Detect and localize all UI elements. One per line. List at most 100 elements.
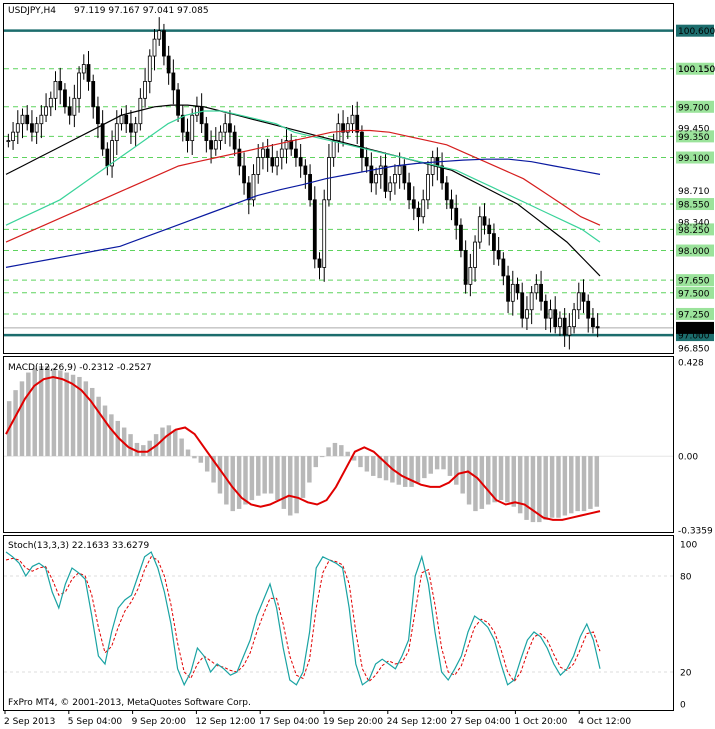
level-label: 99.350 <box>678 133 710 143</box>
macd-bar <box>339 445 344 457</box>
macd-bar <box>204 456 210 472</box>
macd-bar <box>332 442 338 457</box>
macd-bar <box>492 456 497 503</box>
level-label: 97.650 <box>678 277 710 287</box>
candle-body <box>15 123 20 133</box>
candle-body <box>539 283 543 302</box>
candle-body <box>232 131 237 150</box>
current-price-label: 97.085 <box>678 324 710 334</box>
macd-bar <box>460 456 465 494</box>
macd-bar <box>64 372 69 457</box>
level-label-bg <box>676 100 714 113</box>
level-label: 98.250 <box>678 226 710 236</box>
candle-body <box>581 292 586 302</box>
macd-bar <box>511 456 517 507</box>
macd-bar <box>77 376 82 457</box>
macd-bar <box>147 440 152 457</box>
macd-bar <box>256 456 261 496</box>
candle-body <box>11 131 15 142</box>
macd-bar <box>588 456 593 509</box>
macd-bar <box>109 414 114 457</box>
x-axis-label: 27 Sep 04:00 <box>451 717 511 727</box>
candle-body <box>39 114 44 125</box>
macd-bar <box>543 456 548 520</box>
candle-body <box>529 292 534 311</box>
candle-body <box>20 114 25 125</box>
candle-body <box>261 148 265 158</box>
candle-body <box>303 165 308 175</box>
macd-bar <box>313 456 319 468</box>
candle-body <box>487 224 492 235</box>
candle-body <box>284 140 289 150</box>
candle-body <box>397 165 402 175</box>
candle-body <box>81 64 86 74</box>
candle-body <box>129 123 133 133</box>
macd-bar <box>358 456 363 468</box>
candle-body <box>331 140 336 158</box>
candle-body <box>393 174 397 184</box>
candle-body <box>308 174 312 201</box>
macd-bar <box>89 387 95 457</box>
candle-body <box>190 114 195 142</box>
macd-bar <box>185 449 191 457</box>
candle-body <box>96 106 100 125</box>
candle-body <box>572 309 576 328</box>
candle-body <box>374 174 378 184</box>
candle-body <box>562 317 567 336</box>
candle-body <box>416 207 421 218</box>
candle-body <box>543 300 548 319</box>
macd-bar <box>556 456 561 518</box>
macd-bar <box>26 372 31 457</box>
stoch-title: Stoch(13,3,3) 22.1633 33.6279 <box>8 541 149 551</box>
ma-red-line <box>5 129 601 243</box>
candle-body <box>218 131 223 142</box>
price-scale-label: 99.450 <box>678 124 710 134</box>
macd-bar <box>13 390 18 457</box>
macd-bar <box>549 456 555 518</box>
macd-bar <box>192 456 197 459</box>
macd-bar <box>409 456 414 487</box>
candle-body <box>91 81 96 108</box>
level-label-bg <box>676 62 714 75</box>
candle-body <box>595 326 600 329</box>
macd-bar <box>134 442 140 457</box>
candle-body <box>558 317 562 328</box>
macd-bar <box>224 456 229 505</box>
macd-bar <box>562 456 568 516</box>
macd-bar <box>351 456 357 461</box>
candle-body <box>213 140 218 150</box>
candle-body <box>322 199 327 268</box>
candle-body <box>317 258 322 268</box>
macd-bar <box>505 456 510 503</box>
level-label-bg <box>676 130 714 143</box>
level-label: 98.550 <box>678 201 710 211</box>
candle-body <box>25 114 30 125</box>
macd-bar <box>268 456 274 494</box>
candle-body <box>223 123 228 133</box>
macd-bar <box>83 381 89 457</box>
candle-body <box>294 148 298 158</box>
macd-bar <box>70 374 76 457</box>
ohlc-values: 97.119 97.167 97.041 97.085 <box>74 6 209 16</box>
x-axis-label: 2 Sep 2013 <box>4 717 55 727</box>
level-label: 100.600 <box>678 27 715 37</box>
candle-body <box>275 157 279 167</box>
candle-body <box>360 131 364 158</box>
ma-black-line <box>5 104 601 277</box>
candle-body <box>421 199 426 218</box>
candle-body <box>520 292 525 319</box>
candle-body <box>114 123 119 142</box>
level-label-bg <box>676 151 714 164</box>
x-axis-label: 12 Sep 12:00 <box>195 717 255 727</box>
candle-body <box>567 326 572 336</box>
macd-bar <box>396 456 402 485</box>
candle-body <box>44 106 48 116</box>
x-axis-label: 17 Sep 04:00 <box>259 717 319 727</box>
macd-panel-frame <box>3 356 674 533</box>
macd-bar <box>281 456 287 509</box>
candle-body <box>510 283 515 302</box>
candle-body <box>251 174 256 201</box>
level-label: 100.150 <box>678 65 715 75</box>
symbol-timeframe: USDJPY,H4 <box>8 6 56 16</box>
candle-body <box>345 123 350 133</box>
